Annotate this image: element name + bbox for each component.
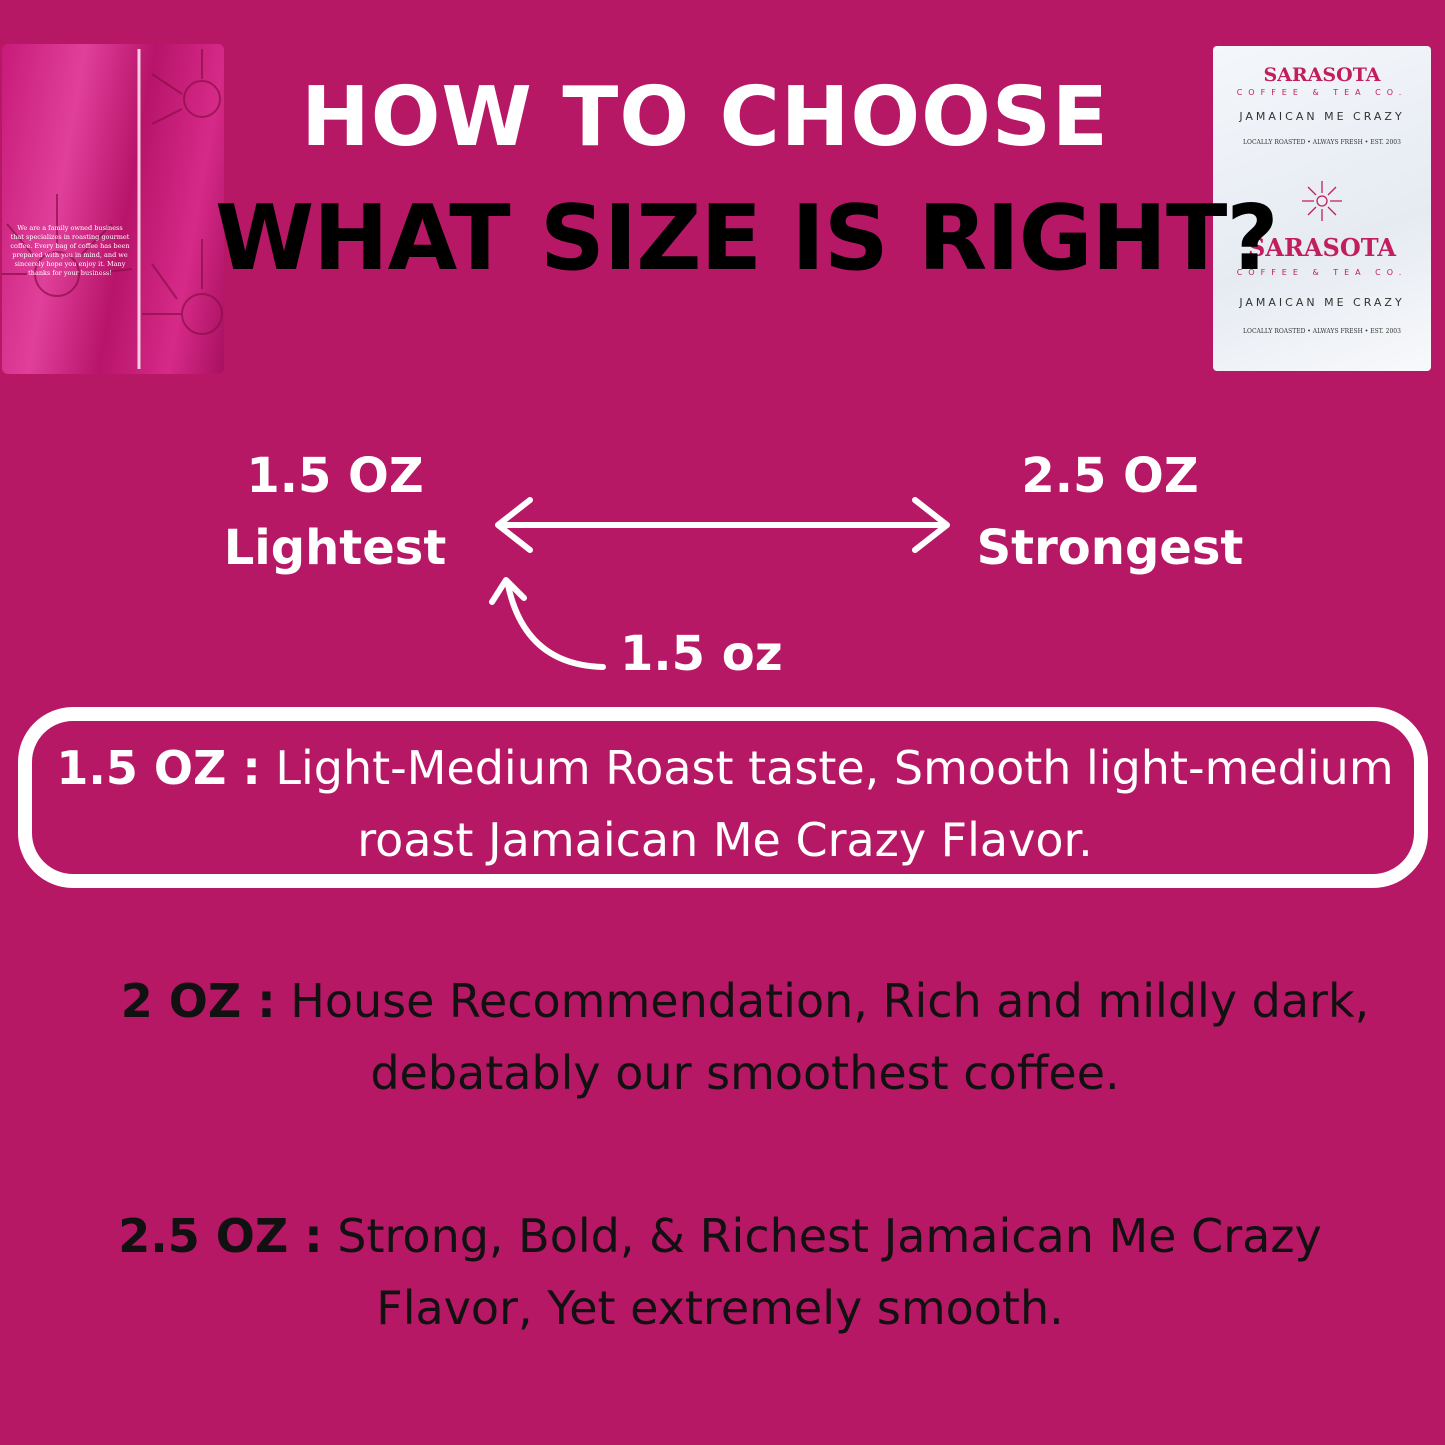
packet-message: We are a family owned business that spec… [10,224,130,277]
packet-brand-large: SARASOTA [1248,233,1396,262]
option-2-5oz: 2.5 OZ : Strong, Bold, & Richest Jamaica… [70,1200,1370,1344]
coffee-packet-front-image: SARASOTA COFFEE & TEA CO. JAMAICAN ME CR… [1213,46,1431,371]
option-desc: Strong, Bold, & Richest Jamaican Me Craz… [337,1209,1322,1335]
scale-left-label: 1.5 OZ Lightest [185,440,485,584]
option-desc: House Recommendation, Rich and mildly da… [290,974,1370,1100]
option-size: 2 OZ : [120,974,276,1028]
coffee-packet-back-image: We are a family owned business that spec… [2,44,224,374]
double-arrow-icon [495,497,950,553]
highlight-desc: Light-Medium Roast taste, Smooth light-m… [275,741,1394,867]
option-2oz: 2 OZ : House Recommendation, Rich and mi… [70,965,1420,1109]
packet-tagline: LOCALLY ROASTED • ALWAYS FRESH • EST. 20… [1243,139,1401,146]
scale-left-size: 1.5 OZ [246,448,424,504]
packet-tagline-2: LOCALLY ROASTED • ALWAYS FRESH • EST. 20… [1243,328,1401,335]
packet-sub-2: COFFEE & TEA CO. [1236,268,1408,277]
headline-what-size: WHAT SIZE IS RIGHT? [215,186,1279,291]
curved-arrow-icon [489,577,606,670]
packet-flavor-2: JAMAICAN ME CRAZY [1239,296,1405,309]
marker-label: 1.5 oz [620,626,783,682]
scale-left-text: Lightest [223,520,447,576]
arrows [489,497,950,670]
packet-sub: COFFEE & TEA CO. [1236,88,1408,97]
scale-right-text: Strongest [976,520,1244,576]
highlight-size: 1.5 OZ : [56,741,261,795]
highlight-box [18,707,1428,888]
packet-flavor: JAMAICAN ME CRAZY [1239,110,1405,123]
sun-pattern-icon [2,49,223,369]
highlight-text: 1.5 OZ : Light-Medium Roast taste, Smoot… [40,732,1410,876]
scale-right-size: 2.5 OZ [1021,448,1199,504]
option-size: 2.5 OZ : [118,1209,323,1263]
headline-how-to-choose: HOW TO CHOOSE [301,70,1109,165]
sun-logo-icon [1302,181,1342,221]
packet-brand: SARASOTA [1263,64,1381,86]
scale-right-label: 2.5 OZ Strongest [960,440,1260,584]
